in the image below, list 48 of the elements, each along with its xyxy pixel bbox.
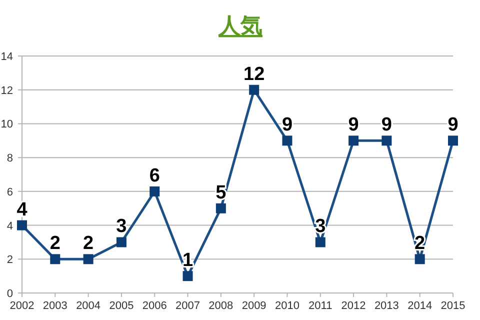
y-tick-label: 8: [6, 152, 13, 165]
x-tick-label: 2008: [208, 300, 234, 312]
point: [83, 254, 94, 264]
x-tick-label: 2007: [176, 300, 200, 312]
y-tick-label: 10: [0, 118, 13, 131]
data-label: 3: [315, 216, 326, 238]
x-tick-label: 2010: [274, 300, 300, 312]
data-label: 9: [282, 114, 293, 136]
y-tick-label: 12: [0, 84, 13, 97]
y-tick-label: 6: [6, 186, 13, 198]
chart-title: 人気: [218, 13, 262, 38]
point: [17, 220, 27, 230]
point: [414, 254, 425, 264]
y-tick-label: 4: [6, 220, 13, 232]
data-label: 2: [50, 233, 60, 254]
point: [448, 136, 458, 146]
y-tick-label: 14: [0, 51, 13, 63]
data-label: 9: [448, 114, 458, 136]
point: [282, 136, 292, 146]
point: [116, 237, 126, 248]
x-tick-label: 2004: [76, 300, 101, 312]
x-tick-label: 2012: [341, 300, 366, 312]
point: [315, 237, 326, 248]
x-tick-label: 2002: [10, 300, 34, 312]
y-tick-label: 2: [6, 254, 13, 266]
x-tick-label: 2005: [109, 300, 134, 312]
x-tick-label: 2014: [408, 300, 432, 312]
data-label: 6: [149, 165, 160, 186]
point: [348, 136, 359, 146]
point: [382, 136, 392, 146]
data-label: 9: [348, 114, 359, 136]
point: [50, 254, 60, 264]
point: [216, 203, 226, 214]
y-tick-label: 0: [6, 288, 13, 300]
x-tick-label: 2009: [242, 300, 266, 312]
x-tick-label: 2013: [374, 300, 399, 312]
x-tick-label: 2015: [440, 300, 466, 312]
data-label: 12: [244, 64, 265, 85]
x-tick-label: 2006: [142, 300, 167, 312]
data-label: 9: [381, 114, 392, 136]
point: [249, 84, 260, 95]
point: [182, 271, 193, 282]
data-label: 1: [182, 250, 194, 272]
point: [150, 186, 160, 196]
data-label: 2: [83, 233, 94, 254]
x-tick-label: 2003: [42, 300, 68, 312]
data-label: 3: [116, 216, 127, 238]
x-tick-label: 2011: [308, 300, 332, 312]
